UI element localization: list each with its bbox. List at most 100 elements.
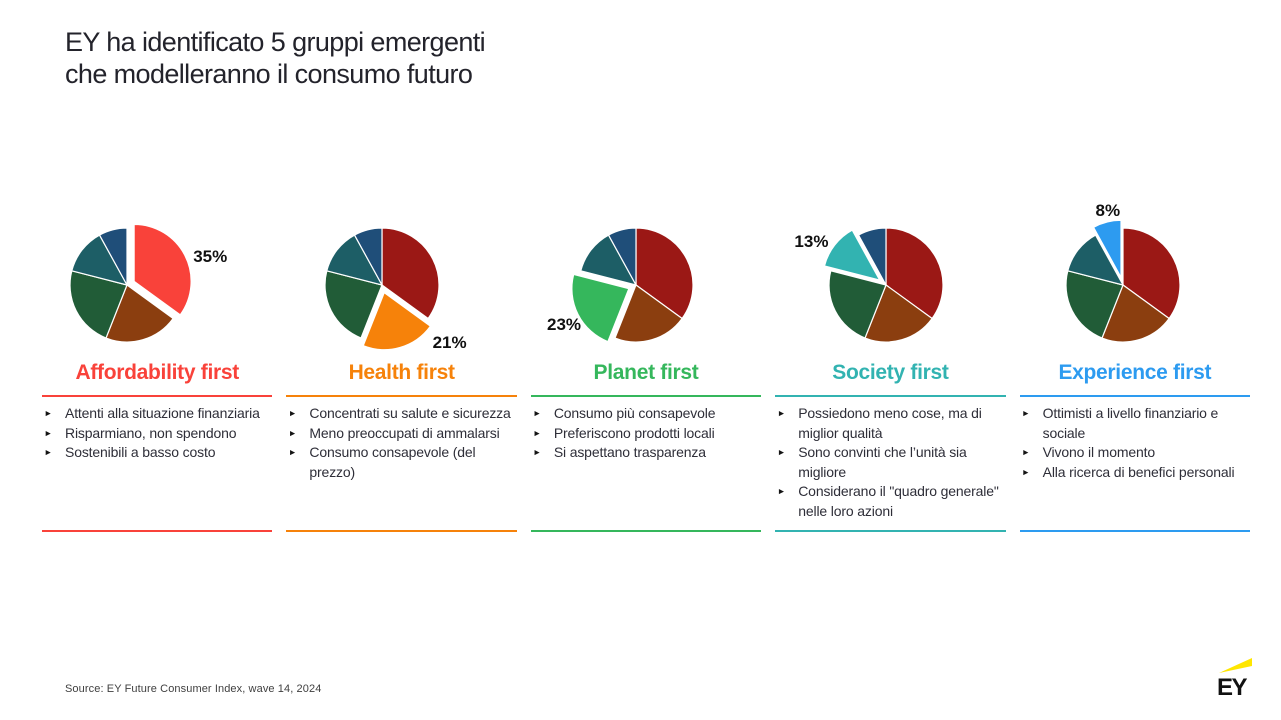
group-column-health: 21% Health first ► Concentrati su salute … (286, 200, 517, 532)
ey-logo: EY (1213, 654, 1253, 701)
column-bottom-rule (42, 530, 273, 532)
pie-slice (69, 270, 129, 339)
bullet-arrow-icon: ► (532, 408, 542, 418)
bullet-arrow-icon: ► (288, 427, 297, 438)
pie-slice (864, 284, 934, 343)
pie-slice (324, 270, 383, 339)
bullet-item: ► Consumo consapevole (del prezzo) (286, 443, 516, 482)
group-title: Planet first (593, 361, 699, 384)
pie-slice (353, 227, 383, 286)
pie-slice (885, 227, 944, 320)
pie-chart: 23% (531, 200, 761, 360)
title-underline (1019, 395, 1251, 397)
pie-chart-svg (324, 227, 440, 351)
bullet-text: Possiedono meno cose, ma di miglior qual… (798, 405, 982, 441)
slide-title: EY ha identificato 5 gruppi emergenti ch… (65, 26, 486, 90)
bullet-arrow-icon: ► (288, 408, 297, 418)
bullet-arrow-icon: ► (1021, 408, 1030, 418)
column-bottom-rule (1019, 530, 1251, 532)
bullet-item: ► Vivono il momento (1020, 443, 1250, 463)
pie-slice (828, 270, 888, 339)
bullet-arrow-icon: ► (288, 447, 297, 457)
bullet-arrow-icon: ► (532, 447, 542, 457)
pie-slice (1101, 284, 1170, 343)
group-title: Society first (832, 361, 949, 384)
pie-slice (635, 227, 694, 320)
pie-chart: 35% (42, 200, 272, 360)
bullet-arrow-icon: ► (532, 427, 542, 438)
pie-chart-svg (69, 223, 192, 343)
group-title: Experience first (1058, 361, 1212, 384)
bullet-list: ► Attenti alla situazione finanziaria ► Ri… (42, 404, 272, 463)
bullet-arrow-icon: ► (777, 447, 786, 457)
pie-slice (362, 291, 431, 351)
ey-beam-icon (1219, 658, 1252, 673)
column-bottom-rule (775, 530, 1006, 532)
pie-slice (614, 284, 683, 343)
slide-title-line-1: EY ha identificato 5 gruppi emergenti (65, 27, 486, 57)
pie-slice (98, 227, 128, 286)
pie-slice (858, 227, 888, 286)
title-underline (286, 395, 517, 397)
column-bottom-rule (530, 530, 762, 532)
bullet-text: Concentrati su salute e sicurezza (309, 405, 511, 421)
pie-slice (133, 223, 192, 316)
title-underline (530, 395, 762, 397)
bullet-item: ► Attenti alla situazione finanziaria (42, 404, 272, 424)
pie-chart-svg (824, 227, 944, 343)
bullet-item: ► Possiedono meno cose, ma di miglior qua… (775, 404, 1005, 443)
bullet-text: Vivono il momento (1042, 444, 1156, 460)
pie-percent-label: 23% (547, 315, 582, 334)
bullet-arrow-icon: ► (1021, 466, 1030, 477)
pie-slice (607, 227, 637, 286)
bullet-text: Consumo consapevole (del prezzo) (309, 444, 476, 480)
bullet-arrow-icon: ► (44, 408, 53, 418)
bullet-text: Si aspettano trasparenza (553, 444, 706, 460)
pie-percent-label: 35% (193, 247, 228, 266)
bullet-text: Sono convinti che l’unità sia migliore (798, 444, 967, 480)
group-title: Affordability first (75, 361, 239, 384)
bullet-item: ► Concentrati su salute e sicurezza (286, 404, 516, 424)
bullet-list: ► Concentrati su salute e sicurezza ► Meno… (286, 404, 516, 482)
group-columns: 35% Affordability first ► Attenti alla si… (42, 200, 1251, 532)
bullet-item: ► Meno preoccupati di ammalarsi (286, 424, 516, 444)
group-column-society: 13% Society first ► Possiedono meno cose,… (775, 200, 1006, 532)
pie-chart-svg (1065, 219, 1181, 343)
bullet-item: ► Preferiscono prodotti locali (531, 424, 761, 444)
bullet-text: Risparmiano, non spendono (65, 424, 237, 441)
bullet-text: Preferiscono prodotti locali (553, 424, 715, 441)
pie-percent-label: 8% (1095, 201, 1121, 220)
source-note: Source: EY Future Consumer Index, wave 1… (65, 683, 322, 695)
pie-chart-svg (571, 227, 694, 343)
pie-slice (105, 284, 175, 343)
pie-chart: 8% (1020, 200, 1250, 360)
group-title: Health first (348, 361, 455, 384)
bullet-item: ► Consumo più consapevole (531, 404, 761, 424)
column-bottom-rule (286, 530, 517, 532)
bullet-text: Attenti alla situazione finanziaria (65, 405, 260, 421)
pie-slice (571, 273, 630, 343)
bullet-item: ► Alla ricerca di benefici personali (1020, 463, 1250, 483)
bullet-list: ► Ottimisti a livello finanziario e socia… (1020, 404, 1250, 482)
bullet-arrow-icon: ► (777, 486, 786, 496)
pie-slice (1066, 234, 1125, 286)
bullet-text: Ottimisti a livello finanziario e social… (1042, 405, 1219, 441)
pie-slice (1122, 227, 1181, 320)
bullet-arrow-icon: ► (44, 447, 53, 457)
bullet-item: ► Sono convinti che l’unità sia migliore (775, 443, 1005, 482)
pie-percent-label: 21% (432, 333, 467, 352)
bullet-text: Considerano il "quadro generale" nelle l… (798, 483, 999, 519)
bullet-text: Sostenibili a basso costo (65, 444, 216, 460)
pie-slice (1065, 270, 1124, 339)
pie-slice (1092, 219, 1122, 278)
title-underline (775, 395, 1006, 397)
bullet-list: ► Consumo più consapevole ► Preferiscono p… (531, 404, 761, 463)
pie-chart: 21% (286, 200, 516, 360)
bullet-item: ► Risparmiano, non spendono (42, 424, 272, 444)
pie-slice (824, 229, 882, 282)
bullet-item: ► Sostenibili a basso costo (42, 443, 272, 463)
bullet-arrow-icon: ► (777, 408, 786, 418)
pie-slice (381, 227, 440, 320)
group-column-experience: 8% Experience first ► Ottimisti a livello… (1019, 200, 1251, 532)
